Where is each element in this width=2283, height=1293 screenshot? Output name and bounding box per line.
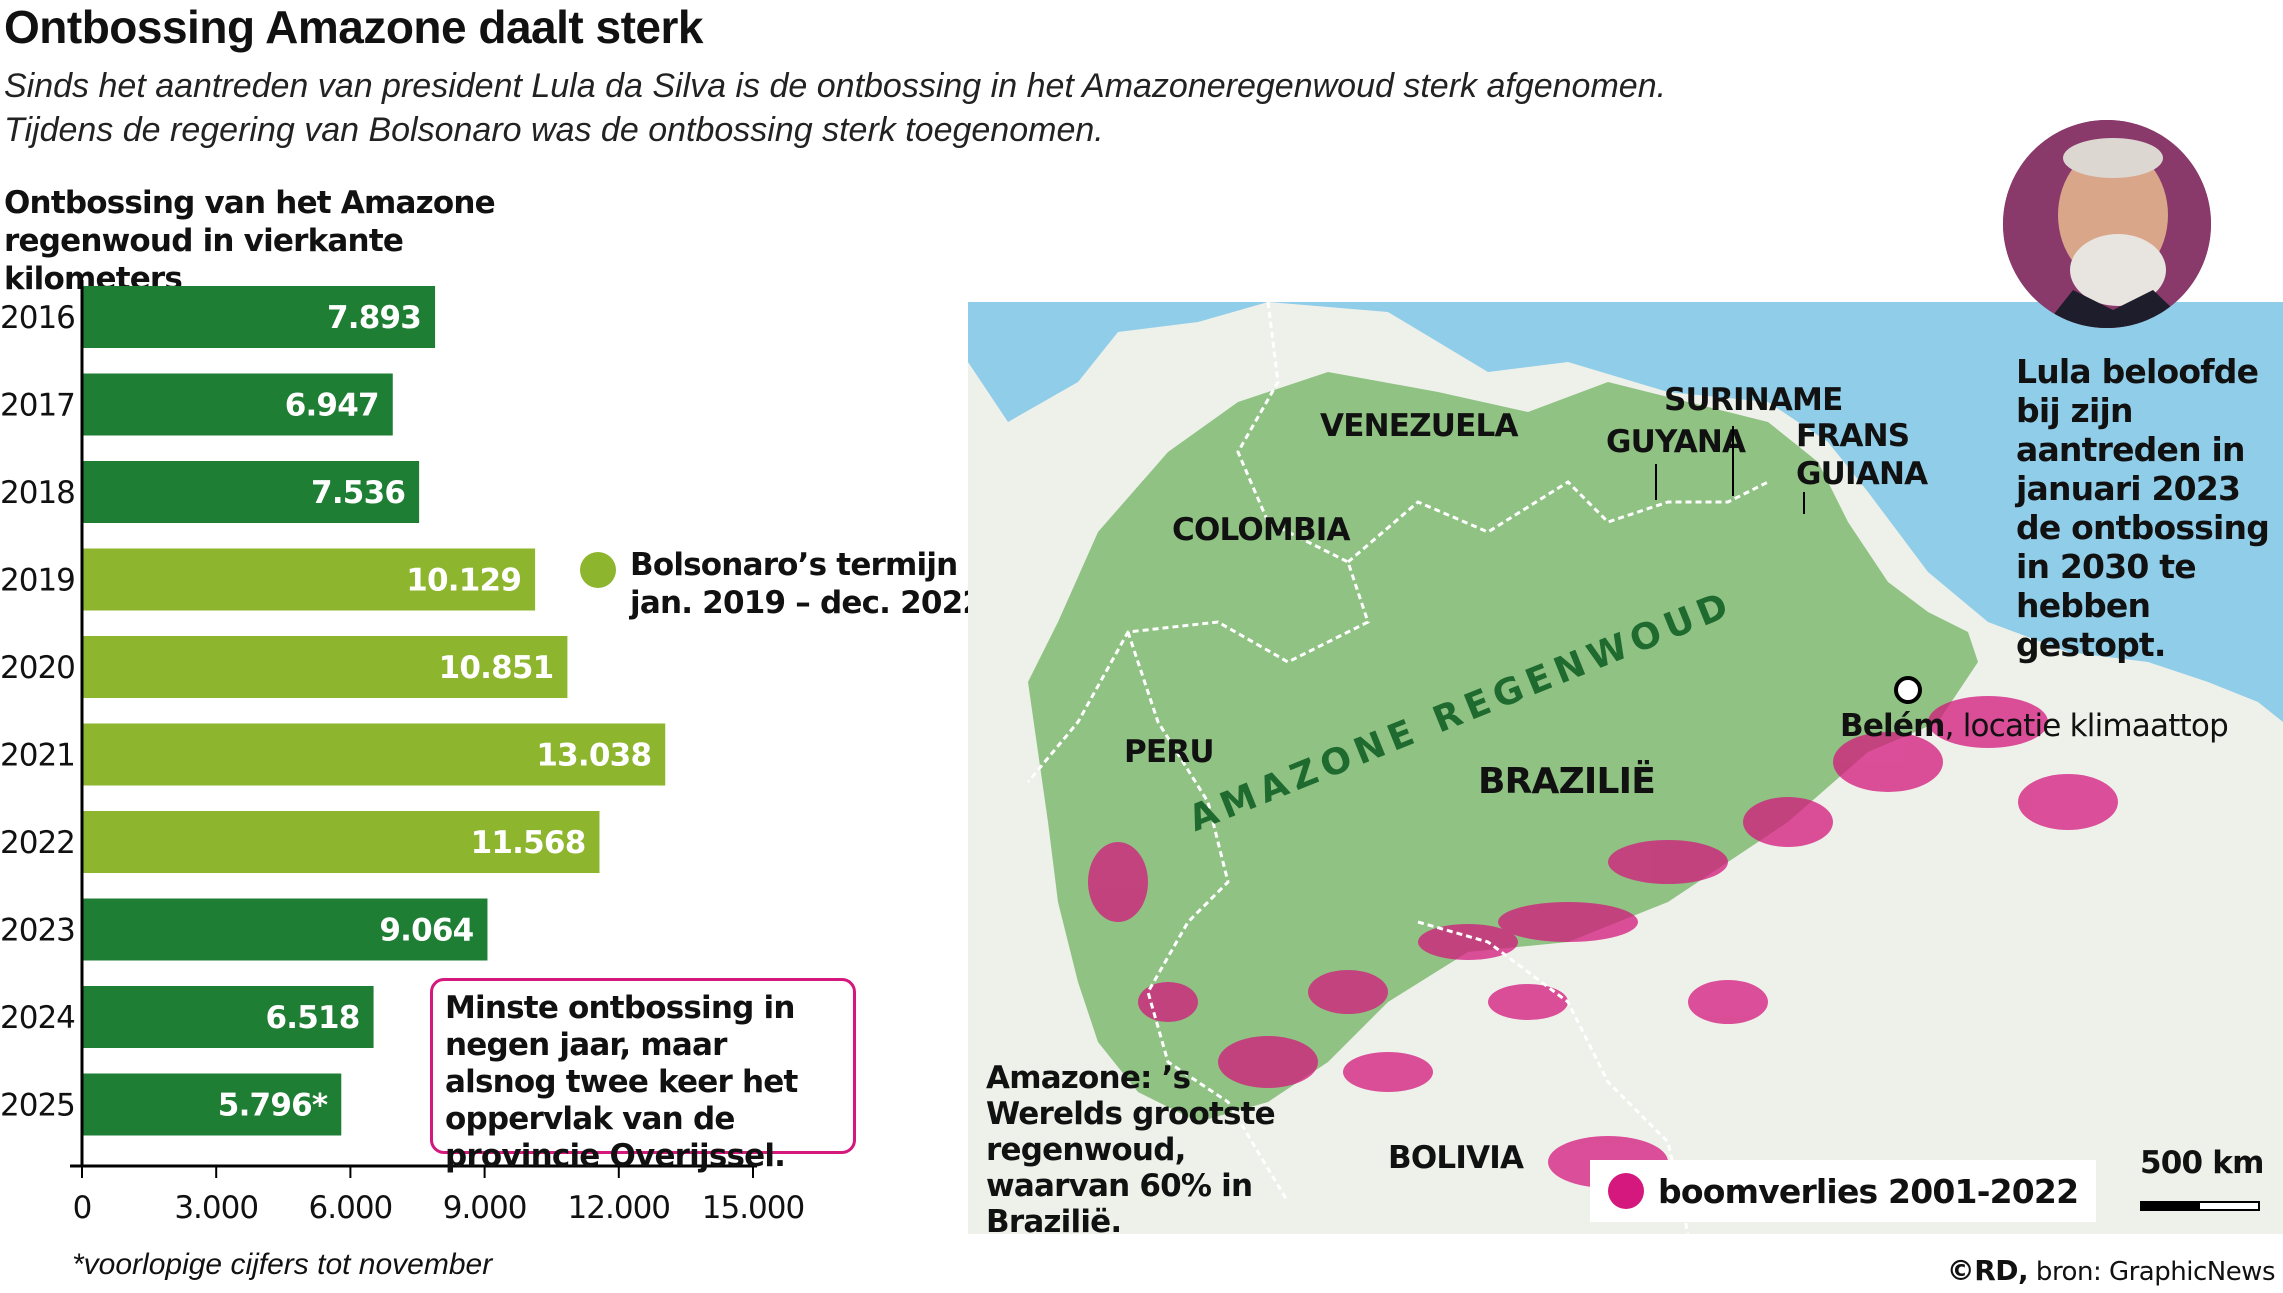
credit: ©RD, bron: GraphicNews xyxy=(1946,1254,2276,1287)
footnote: *voorlopige cijfers tot november xyxy=(72,1248,493,1281)
label-suriname: SURINAME xyxy=(1664,382,1843,418)
callout-2024: Minste ontbossing in negen jaar, maar al… xyxy=(430,978,856,1174)
bar-label-2022: 11.568 xyxy=(471,825,586,861)
page-subtitle: Sinds het aantreden van president Lula d… xyxy=(4,67,1667,149)
x-tick-label-3000: 3.000 xyxy=(174,1190,258,1226)
label-frans-guiana-1: FRANS xyxy=(1796,418,1910,454)
lula-note: Lula beloofde bij zijn aantreden in janu… xyxy=(2016,352,2270,664)
tree-loss-swatch xyxy=(1608,1173,1644,1209)
legend-bolsonaro-label: Bolsonaro’s termijn xyxy=(630,547,958,583)
bar-2021 xyxy=(82,723,666,786)
bar-2022 xyxy=(82,811,600,873)
country-borders xyxy=(1026,302,1769,1234)
map-legend: boomverlies 2001-2022 xyxy=(1590,1160,2097,1222)
category-label-2023: 2023 xyxy=(0,913,75,949)
scale-bar xyxy=(2140,1201,2260,1211)
category-label-2017: 2017 xyxy=(0,388,75,424)
map-legend-label: boomverlies 2001-2022 xyxy=(1658,1171,2079,1211)
lula-photo xyxy=(2003,120,2211,328)
bar-label-2021: 13.038 xyxy=(536,738,651,774)
belem-name: Belém xyxy=(1840,708,1945,744)
label-bolivia: BOLIVIA xyxy=(1388,1140,1524,1176)
label-venezuela: VENEZUELA xyxy=(1320,408,1518,444)
lula-portrait xyxy=(2003,120,2211,328)
category-label-2024: 2024 xyxy=(0,1000,75,1036)
category-label-2025: 2025 xyxy=(0,1088,75,1124)
leader-lines xyxy=(1655,426,1805,514)
category-label-2022: 2022 xyxy=(0,825,75,861)
x-tick-label-15000: 15.000 xyxy=(702,1190,804,1226)
bar-label-2019: 10.129 xyxy=(406,563,521,599)
tree-loss-patches xyxy=(1088,696,2118,1188)
scale-label: 500 km xyxy=(2140,1145,2264,1181)
bar-label-2020: 10.851 xyxy=(439,650,554,686)
legend-bolsonaro-period: jan. 2019 – dec. 2022 xyxy=(630,585,984,621)
amazone-note: Amazone: ’s Werelds grootste regenwoud, … xyxy=(986,1060,1276,1234)
bar-2016 xyxy=(82,286,436,348)
label-frans-guiana-2: GUIANA xyxy=(1796,456,1928,492)
map-shapes xyxy=(968,302,2283,1234)
x-tick-label-0: 0 xyxy=(73,1190,92,1226)
credit-rd: ©RD, xyxy=(1946,1254,2029,1287)
bar-label-2024: 6.518 xyxy=(266,1000,360,1036)
x-tick-label-9000: 9.000 xyxy=(443,1190,527,1226)
bar-label-2018: 7.536 xyxy=(311,475,405,511)
bar-chart: 7.893 2016 6.947 2017 7.536 2018 10.129 2019 10.… xyxy=(0,280,805,1226)
bar-label-2017: 6.947 xyxy=(285,388,379,424)
label-guyana: GUYANA xyxy=(1606,424,1746,460)
category-label-2016: 2016 xyxy=(0,300,75,336)
chart-title: Ontbossing van het Amazone regenwoud in … xyxy=(4,185,496,297)
label-peru: PERU xyxy=(1124,734,1215,770)
category-label-2019: 2019 xyxy=(0,563,75,599)
legend-bolsonaro-swatch xyxy=(580,552,616,588)
belem-desc: , locatie klimaattop xyxy=(1944,708,2229,744)
bar-2018 xyxy=(82,461,420,523)
x-tick-label-12000: 12.000 xyxy=(568,1190,670,1226)
forest-area xyxy=(1028,372,1978,1122)
bar-2017 xyxy=(82,373,393,436)
bar-label-2016: 7.893 xyxy=(327,300,421,336)
bar-2025 xyxy=(82,1073,342,1136)
bar-2023 xyxy=(82,898,488,961)
label-belem: Belém, locatie klimaattop xyxy=(1840,708,2229,744)
label-colombia: COLOMBIA xyxy=(1172,512,1351,548)
x-tick-label-6000: 6.000 xyxy=(309,1190,393,1226)
belem-marker xyxy=(1894,676,1922,704)
category-label-2020: 2020 xyxy=(0,650,75,686)
category-label-2018: 2018 xyxy=(0,475,75,511)
bar-label-2023: 9.064 xyxy=(379,913,473,949)
map-scale: 500 km xyxy=(2140,1145,2264,1211)
legend-bolsonaro: Bolsonaro’s termijn jan. 2019 – dec. 202… xyxy=(580,546,984,622)
bar-label-2025: 5.796* xyxy=(218,1088,328,1124)
bar-2020 xyxy=(82,636,568,698)
page-title: Ontbossing Amazone daalt sterk xyxy=(4,1,704,53)
amazon-map: AMAZONE REGENWOUD VENEZUELA COLOMBIA SUR… xyxy=(968,302,2283,1234)
bar-2024 xyxy=(82,986,374,1048)
category-label-2021: 2021 xyxy=(0,738,75,774)
label-brazilie: BRAZILIË xyxy=(1478,761,1656,802)
credit-source: bron: GraphicNews xyxy=(2028,1257,2276,1287)
bar-2019 xyxy=(82,548,536,611)
